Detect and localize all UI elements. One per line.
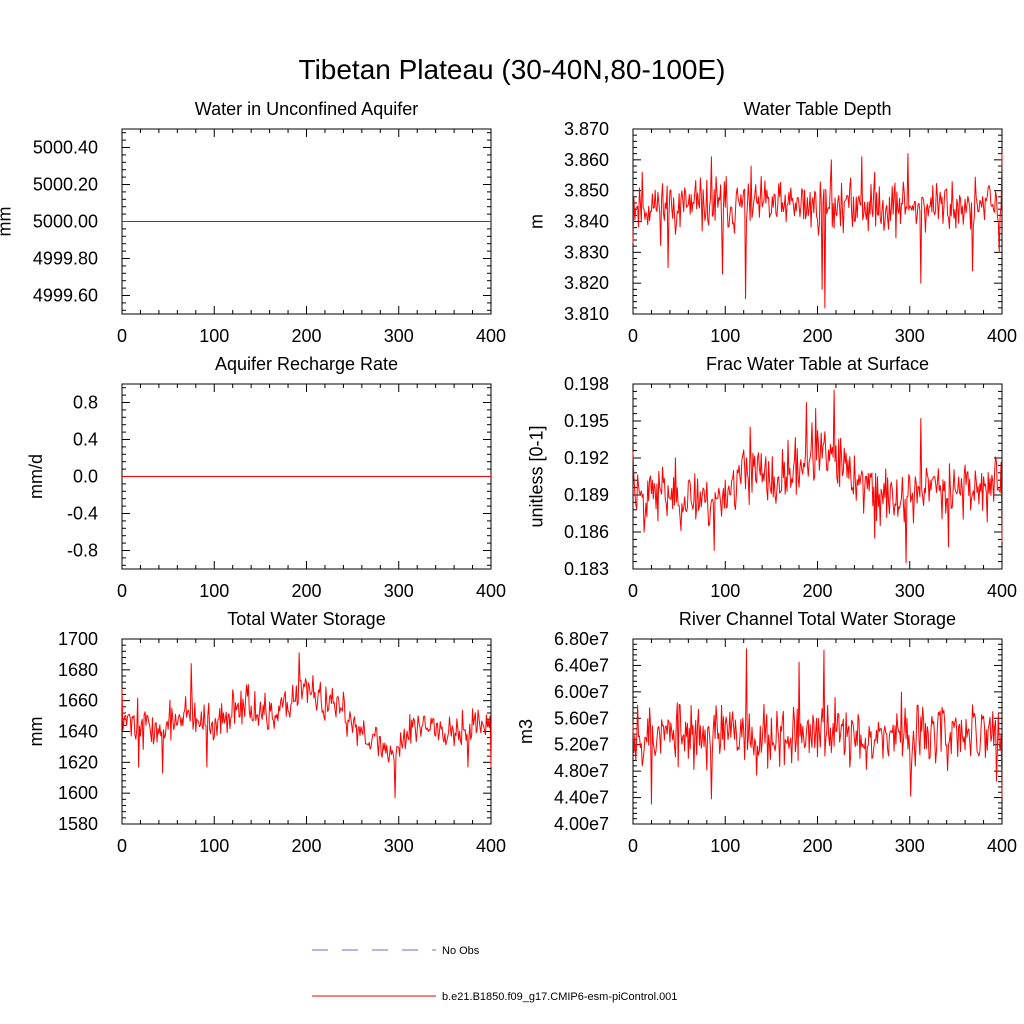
y-axis-label: unitless [0-1]	[527, 425, 547, 527]
y-tick-label: 6.00e7	[554, 682, 609, 702]
y-tick-label: 1640	[58, 722, 98, 742]
y-tick-label: 1700	[58, 629, 98, 649]
x-tick-label: 200	[291, 581, 321, 601]
y-tick-label: 0.183	[564, 559, 609, 579]
y-tick-label: 0.195	[564, 411, 609, 431]
panel-title: Water Table Depth	[743, 99, 891, 119]
y-tick-label: 3.860	[564, 150, 609, 170]
y-tick-label: 1620	[58, 752, 98, 772]
x-tick-label: 0	[117, 836, 127, 856]
legend-no-obs-label: No Obs	[442, 945, 480, 957]
panel-title: Aquifer Recharge Rate	[215, 354, 398, 374]
y-axis-label: m3	[516, 719, 536, 744]
chart-panel: Aquifer Recharge Rate 0 100 200 300 400 -0.8 -0…	[26, 354, 506, 601]
x-tick-label: 100	[710, 581, 740, 601]
y-tick-label: 5.60e7	[554, 708, 609, 728]
y-axis-label: mm/d	[26, 454, 46, 499]
x-tick-label: 300	[895, 581, 925, 601]
y-tick-label: 1660	[58, 691, 98, 711]
plot-frame	[632, 638, 1003, 825]
x-tick-label: 200	[802, 836, 832, 856]
y-axis-label: mm	[26, 717, 46, 747]
x-tick-label: 400	[987, 581, 1017, 601]
x-tick-label: 200	[291, 836, 321, 856]
y-tick-label: 5.20e7	[554, 735, 609, 755]
y-tick-label: 3.830	[564, 242, 609, 262]
series-line	[632, 648, 1003, 805]
chart-panel: Water Table Depth 0 100 200 300 400 3.810 3.820…	[527, 99, 1018, 346]
y-tick-label: 5000.00	[33, 212, 98, 232]
series-line	[121, 652, 492, 799]
y-tick-label: 5000.40	[33, 138, 98, 158]
figure-title: Tibetan Plateau (30-40N,80-100E)	[299, 54, 726, 85]
panel-title: Water in Unconfined Aquifer	[195, 99, 418, 119]
x-tick-label: 300	[895, 836, 925, 856]
chart-panel: Total Water Storage 0 100 200 300 400 1580 1600…	[26, 609, 506, 856]
x-tick-label: 100	[199, 581, 229, 601]
y-tick-label: -0.8	[67, 541, 98, 561]
x-tick-label: 400	[476, 836, 506, 856]
panel-title: Total Water Storage	[227, 609, 385, 629]
y-tick-label: 0.186	[564, 522, 609, 542]
series-line	[632, 153, 1003, 309]
chart-panels: Water in Unconfined Aquifer 0 100 200 300 400…	[0, 99, 1017, 856]
y-tick-label: 4999.60	[33, 286, 98, 306]
x-tick-label: 400	[476, 581, 506, 601]
y-tick-label: 1680	[58, 660, 98, 680]
y-tick-label: 3.870	[564, 119, 609, 139]
x-tick-label: 300	[384, 836, 414, 856]
chart-panel: Water in Unconfined Aquifer 0 100 200 300 400…	[0, 99, 506, 346]
y-axis-label: m	[527, 214, 547, 229]
y-tick-label: 5000.20	[33, 175, 98, 195]
x-tick-label: 200	[291, 326, 321, 346]
series-line	[632, 389, 1003, 564]
y-tick-label: 1600	[58, 783, 98, 803]
y-tick-label: 0.198	[564, 374, 609, 394]
y-tick-label: 0.192	[564, 448, 609, 468]
x-tick-label: 0	[117, 326, 127, 346]
legend: No Obs b.e21.B1850.f09_g17.CMIP6-esm-piC…	[312, 945, 677, 1003]
chart-panel: Frac Water Table at Surface 0 100 200 300 400…	[527, 354, 1018, 601]
y-tick-label: 3.810	[564, 304, 609, 324]
x-tick-label: 100	[710, 836, 740, 856]
y-tick-label: 0.4	[73, 430, 98, 450]
x-tick-label: 200	[802, 326, 832, 346]
x-tick-label: 400	[987, 836, 1017, 856]
y-tick-label: -0.4	[67, 504, 98, 524]
y-tick-label: 3.820	[564, 273, 609, 293]
x-tick-label: 300	[895, 326, 925, 346]
x-tick-label: 200	[802, 581, 832, 601]
x-tick-label: 0	[628, 326, 638, 346]
x-tick-label: 300	[384, 326, 414, 346]
x-tick-label: 400	[987, 326, 1017, 346]
panel-title: Frac Water Table at Surface	[706, 354, 929, 374]
legend-model-label: b.e21.B1850.f09_g17.CMIP6-esm-piControl.…	[442, 991, 677, 1003]
x-tick-label: 0	[628, 581, 638, 601]
y-tick-label: 0.189	[564, 485, 609, 505]
y-tick-label: 3.840	[564, 212, 609, 232]
panel-title: River Channel Total Water Storage	[679, 609, 956, 629]
x-tick-label: 300	[384, 581, 414, 601]
x-tick-label: 100	[199, 836, 229, 856]
y-tick-label: 4.00e7	[554, 814, 609, 834]
x-tick-label: 100	[710, 326, 740, 346]
y-tick-label: 4.80e7	[554, 761, 609, 781]
plot-frame	[632, 383, 1003, 570]
x-tick-label: 0	[117, 581, 127, 601]
y-tick-label: 3.850	[564, 181, 609, 201]
y-tick-label: 0.8	[73, 393, 98, 413]
y-tick-label: 1580	[58, 814, 98, 834]
y-axis-label: mm	[0, 207, 15, 237]
chart-panel: River Channel Total Water Storage 0 100 200…	[516, 609, 1017, 856]
y-tick-label: 6.40e7	[554, 655, 609, 675]
x-tick-label: 100	[199, 326, 229, 346]
y-tick-label: 4999.80	[33, 249, 98, 269]
y-tick-label: 4.40e7	[554, 788, 609, 808]
x-tick-label: 400	[476, 326, 506, 346]
y-tick-label: 0.0	[73, 467, 98, 487]
x-tick-label: 0	[628, 836, 638, 856]
y-tick-label: 6.80e7	[554, 629, 609, 649]
